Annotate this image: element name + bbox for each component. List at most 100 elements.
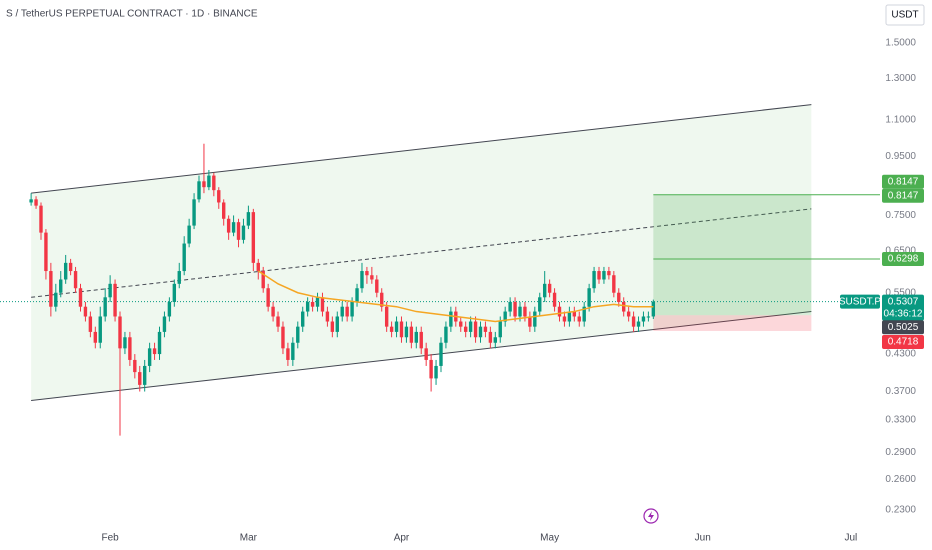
candle-body bbox=[34, 199, 38, 206]
chart-title: S / TetherUS PERPETUAL CONTRACT · 1D · B… bbox=[6, 9, 258, 20]
currency-label[interactable]: USDT bbox=[891, 10, 918, 21]
candle-body bbox=[29, 199, 33, 203]
target-tag-bg bbox=[882, 188, 924, 203]
candle-body bbox=[641, 316, 646, 322]
event-icon[interactable] bbox=[643, 508, 659, 524]
candle-body bbox=[152, 348, 157, 355]
candle-body bbox=[44, 232, 48, 272]
candle-body bbox=[256, 262, 260, 272]
candle-body bbox=[212, 175, 216, 191]
x-tick-label: Mar bbox=[240, 533, 258, 544]
x-tick-label: May bbox=[540, 533, 559, 544]
drawings bbox=[0, 104, 880, 436]
candle-body bbox=[631, 316, 636, 327]
candle-body bbox=[281, 326, 285, 349]
channel-middle bbox=[31, 208, 812, 298]
candle-body bbox=[226, 218, 231, 233]
candle-body bbox=[310, 301, 315, 307]
symbol-tag-bg bbox=[840, 294, 880, 309]
candle-body bbox=[375, 279, 379, 293]
candle-body bbox=[459, 321, 463, 327]
candle-body bbox=[419, 331, 423, 349]
candle-body bbox=[414, 331, 418, 343]
candle-body bbox=[607, 271, 611, 276]
candle-body bbox=[439, 342, 443, 366]
candle-body bbox=[271, 306, 275, 317]
candle-body bbox=[365, 271, 369, 276]
y-tick-label: 0.4300 bbox=[885, 349, 916, 360]
candle-body bbox=[424, 348, 428, 360]
candle-body bbox=[98, 316, 102, 343]
channel-lower bbox=[31, 311, 812, 401]
entry-tag-bg bbox=[882, 320, 924, 335]
x-tick-label: Apr bbox=[394, 533, 410, 544]
candle-body bbox=[340, 306, 344, 317]
candle-body bbox=[246, 212, 251, 226]
y-tick-label: 1.5000 bbox=[885, 37, 916, 48]
candle-body bbox=[434, 365, 438, 379]
candle-body bbox=[305, 301, 310, 312]
level-tag-bg bbox=[882, 251, 924, 266]
candle-body bbox=[108, 283, 112, 298]
target-tag: 0.8147 bbox=[888, 190, 919, 201]
candle-body bbox=[167, 301, 172, 317]
candle-body bbox=[587, 288, 591, 307]
candle-body bbox=[360, 271, 364, 289]
candle-body bbox=[380, 292, 384, 307]
candle-body bbox=[49, 271, 53, 307]
y-tick-label: 0.2600 bbox=[885, 474, 916, 485]
candle-body bbox=[39, 205, 43, 233]
currency-button[interactable] bbox=[885, 4, 925, 26]
candle-body bbox=[276, 316, 280, 327]
candle-body bbox=[468, 321, 473, 332]
candle-body bbox=[582, 306, 586, 322]
candle-body bbox=[241, 225, 246, 240]
candle-body bbox=[222, 202, 226, 219]
event-bolt[interactable] bbox=[648, 511, 654, 521]
y-tick-label: 1.3000 bbox=[885, 73, 916, 84]
candle-body bbox=[113, 283, 117, 317]
candle-body bbox=[251, 212, 256, 263]
candle-body bbox=[394, 321, 399, 332]
candle-body bbox=[389, 326, 394, 332]
candle-body bbox=[533, 311, 537, 327]
candle-body bbox=[315, 297, 320, 307]
stop-zone bbox=[653, 315, 812, 331]
candle-body bbox=[182, 243, 186, 272]
candle-body bbox=[552, 292, 557, 307]
candle-body bbox=[261, 271, 265, 289]
y-tick-label: 0.2300 bbox=[885, 505, 916, 516]
candle-body bbox=[523, 306, 527, 317]
x-tick-label: Feb bbox=[102, 533, 120, 544]
candle-body bbox=[518, 306, 522, 317]
candle-body bbox=[646, 316, 651, 318]
candle-body bbox=[172, 283, 177, 302]
candle-body bbox=[335, 316, 339, 332]
candle-body bbox=[572, 311, 577, 317]
candle-body bbox=[626, 311, 631, 317]
y-tick-label: 0.5500 bbox=[885, 287, 916, 298]
candle-body bbox=[508, 301, 512, 312]
x-tick-label: Jul bbox=[844, 533, 857, 544]
candle-body bbox=[192, 199, 196, 226]
candle-body bbox=[133, 359, 137, 373]
candle-body bbox=[177, 271, 181, 284]
candle-body bbox=[449, 311, 453, 327]
candle-body bbox=[651, 301, 656, 317]
candle-body bbox=[73, 271, 78, 289]
candle-body bbox=[429, 359, 433, 379]
last-price-tag: 0.5307 bbox=[888, 296, 919, 307]
candle-body bbox=[350, 301, 354, 317]
candle-body bbox=[93, 331, 98, 343]
candle-body bbox=[202, 181, 206, 188]
candle-body bbox=[547, 283, 552, 293]
candle-body bbox=[622, 301, 626, 312]
candle-body bbox=[567, 311, 572, 322]
candle-body bbox=[59, 279, 63, 293]
candle-body bbox=[636, 321, 641, 327]
candle-body bbox=[355, 288, 359, 302]
level-tag: 0.6298 bbox=[888, 254, 919, 265]
candle-body bbox=[409, 326, 414, 343]
channel-upper bbox=[31, 104, 812, 194]
candle-body bbox=[266, 288, 270, 307]
